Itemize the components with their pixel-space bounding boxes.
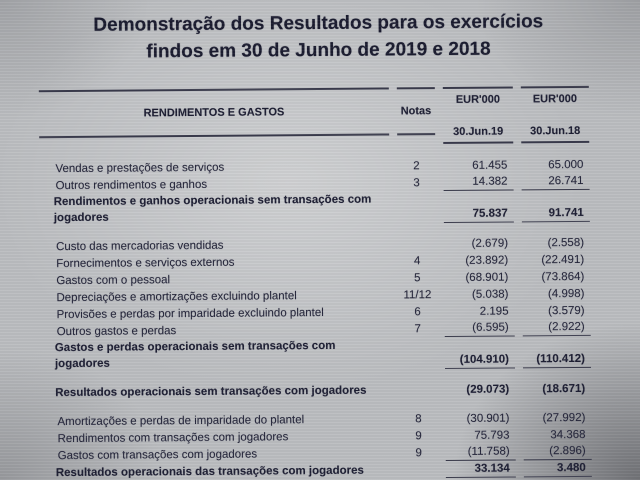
cell-label: Gastos e perdas operacionais sem transaç…: [54, 339, 336, 371]
cell-value-jun18: (2.922): [522, 318, 591, 337]
cell-value-jun19: (6.595): [444, 319, 515, 338]
table-row: Gastos e perdas operacionais sem transaç…: [41, 336, 592, 372]
cell-value-jun18: (2.558): [547, 236, 585, 250]
cell-value-jun18: 91.741: [521, 204, 590, 223]
cell-value-jun19: (23.892): [465, 254, 509, 267]
cell-label: Rendimentos com transações com jogadores: [57, 431, 289, 446]
cell-value-jun19: (30.901): [466, 412, 510, 425]
cell-value-jun18: 26.741: [521, 172, 590, 191]
cell-value-jun18: (22.491): [541, 253, 585, 267]
cell-label: Amortizações e perdas de imparidade do p…: [57, 414, 305, 429]
table-row: Rendimentos e ganhos operacionais sem tr…: [40, 190, 590, 226]
table-header-row: RENDIMENTOS E GASTOS Notas EUR'000 30.Ju…: [38, 85, 590, 147]
document-title: Demonstração dos Resultados para os exer…: [0, 7, 639, 66]
cell-value-jun19: (68.901): [465, 271, 509, 284]
header-col-jun19-date: 30.Jun.19: [453, 125, 504, 138]
cell-value-jun18: (73.864): [541, 270, 585, 284]
cell-notes: 9: [415, 430, 422, 443]
header-col-jun18-date: 30.Jun.18: [530, 124, 581, 138]
header-notes: Notas: [396, 87, 436, 136]
cell-value-jun19: 14.382: [443, 173, 514, 192]
cell-value-jun18: (18.671): [542, 382, 586, 396]
cell-value-jun19: (29.073): [466, 383, 510, 396]
cell-value-jun18: (3.579): [548, 304, 585, 318]
cell-value-jun18: 65.000: [548, 158, 584, 172]
header-description: RENDIMENTOS E GASTOS: [38, 87, 390, 139]
header-col-jun18-unit: EUR'000: [532, 92, 578, 106]
cell-value-jun18: 3.480: [523, 459, 592, 478]
table-row: Resultados operacionais sem transações c…: [41, 380, 591, 401]
cell-label: Fornecimentos e serviços externos: [56, 256, 235, 271]
cell-label: Rendimentos e ganhos operacionais sem tr…: [53, 193, 372, 225]
cell-label: Resultados operacionais sem transações c…: [55, 384, 367, 400]
cell-value-jun19: 2.195: [479, 305, 509, 318]
income-statement-table: RENDIMENTOS E GASTOS Notas EUR'000 30.Ju…: [38, 85, 592, 480]
cell-value-jun18: (4.998): [547, 287, 585, 301]
cell-value-jun18: 34.368: [550, 428, 586, 442]
header-col-jun19-unit: EUR'000: [455, 93, 501, 106]
cell-notes: 9: [415, 447, 422, 460]
cell-notes: 7: [414, 323, 421, 336]
cell-notes: 3: [413, 177, 420, 190]
cell-label: Depreciações e amortizações excluindo pl…: [56, 290, 297, 305]
cell-notes: 6: [414, 306, 421, 319]
cell-label: Gastos com transações com jogadores: [57, 448, 258, 463]
header-col-jun19: EUR'000 30.Jun.19: [442, 86, 514, 145]
cell-value-jun19: (2.679): [471, 237, 509, 250]
cell-value-jun18: (110.412): [522, 350, 592, 369]
document-title-line2: findos em 30 de Junho de 2019 e 2018: [146, 38, 491, 63]
document-title-line1: Demonstração dos Resultados para os exer…: [93, 11, 544, 36]
cell-value-jun19: (104.910): [444, 351, 516, 370]
table-body: Vendas e prestações de serviços 2 61.455 65…: [39, 156, 592, 480]
header-col-jun18: EUR'000 30.Jun.18: [520, 85, 590, 144]
cell-value-jun19: 33.134: [445, 460, 516, 479]
cell-value-jun19: (5.038): [471, 288, 509, 301]
cell-label: Vendas e prestações de serviços: [55, 161, 225, 176]
cell-label: Gastos com o pessoal: [56, 274, 171, 288]
cell-value-jun19: 75.837: [443, 205, 514, 224]
cell-notes: 11/12: [403, 289, 432, 302]
cell-label: Provisões e perdas por imparidade exclui…: [56, 306, 324, 322]
cell-notes: 5: [414, 272, 421, 285]
cell-label: Custo das mercadorias vendidas: [56, 239, 224, 254]
cell-notes: 4: [413, 255, 421, 268]
cell-notes: 2: [413, 160, 420, 173]
cell-label: Resultados operacionais das transações c…: [55, 464, 364, 480]
cell-value-jun18: (2.896): [523, 442, 592, 461]
cell-notes: 8: [415, 413, 422, 426]
cell-value-jun19: 75.793: [474, 429, 510, 442]
cell-value-jun18: (27.992): [542, 411, 586, 425]
cell-value-jun19: 61.455: [472, 159, 508, 172]
cell-value-jun19: (11.758): [445, 443, 516, 462]
